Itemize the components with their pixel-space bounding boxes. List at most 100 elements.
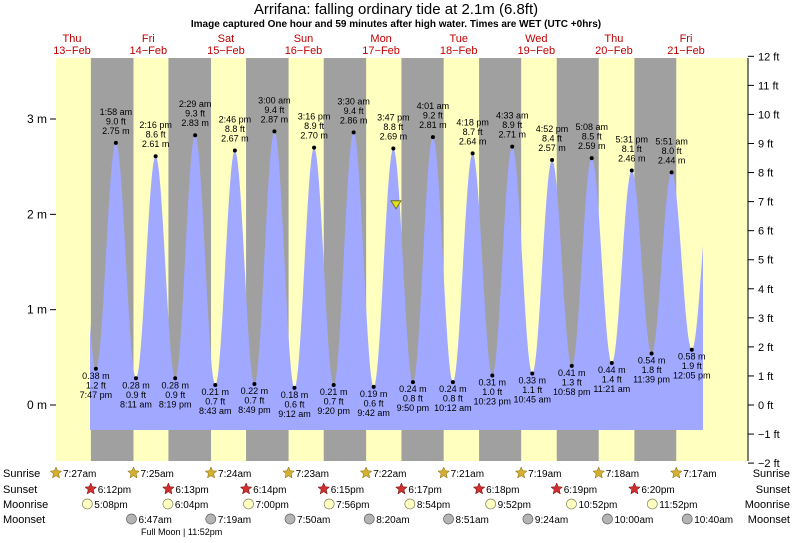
sunset-time: 6:19pm <box>564 485 597 496</box>
moonset-icon <box>126 513 137 525</box>
moonset-time: 6:47am <box>138 515 171 526</box>
extreme-text: 8.9 ft <box>304 121 325 131</box>
low-water-label: 0.18 m0.6 ft9:12 am <box>278 390 311 419</box>
high-water-dot <box>510 144 515 149</box>
low-water-label: 0.22 m0.7 ft8:49 pm <box>238 386 271 415</box>
moonrise-row-label-right: Moonrise <box>745 499 790 511</box>
extreme-text: 9.4 ft <box>344 106 365 116</box>
high-water-label: 4:01 am9.2 ft2.81 m <box>417 101 450 130</box>
day-date: 15−Feb <box>207 45 245 57</box>
extreme-text: 2.44 m <box>658 155 686 165</box>
extreme-text: 4:18 pm <box>456 117 489 127</box>
day-name: Sat <box>218 33 235 45</box>
moonrise-icon <box>485 498 496 510</box>
high-water-label: 5:08 am8.5 ft2.59 m <box>575 122 608 151</box>
extreme-text: 8:11 am <box>120 399 152 409</box>
sunset-time: 6:18pm <box>486 485 519 496</box>
extreme-text: 3:00 am <box>258 95 291 105</box>
day-name: Thu <box>604 33 623 45</box>
low-water-dot <box>173 376 178 381</box>
moonrise-time: 11:52pm <box>659 500 697 511</box>
moonrise-time: 7:00pm <box>256 500 289 511</box>
extreme-text: 11:39 pm <box>633 375 670 385</box>
high-water-dot <box>113 140 118 145</box>
right-axis-ticks: −2 ft −1 ft 0 ft 1 ft 2 ft 3 ft 4 ft 5 ft 6 ft 7 … <box>748 51 780 470</box>
day-date: 13−Feb <box>53 45 91 57</box>
low-water-dot <box>649 351 654 356</box>
extreme-text: 0.7 ft <box>205 396 226 406</box>
low-water-dot <box>252 382 257 387</box>
extreme-text: 0.44 m <box>598 365 626 375</box>
extreme-text: 0.54 m <box>638 356 666 366</box>
moonset-icon <box>602 513 613 525</box>
high-water-label: 4:52 pm8.4 ft2.57 m <box>536 124 569 153</box>
extreme-text: 2.64 m <box>459 136 487 146</box>
sunrise-icon <box>592 466 606 479</box>
low-water-dot <box>450 380 455 385</box>
high-water-dot <box>312 145 317 150</box>
right-tick-label: 3 ft <box>758 313 773 325</box>
extreme-text: 2.70 m <box>300 131 328 141</box>
extreme-text: 2.86 m <box>340 115 368 125</box>
extreme-text: 4:52 pm <box>536 124 569 134</box>
extreme-text: 3:30 am <box>337 96 370 106</box>
moonset-icon <box>363 513 375 525</box>
moonrise-time: 10:52pm <box>578 500 617 511</box>
high-water-dot <box>351 130 356 135</box>
sunrise-icon <box>359 466 373 479</box>
moonrise-icon <box>323 498 335 510</box>
day-name: Fri <box>680 33 693 45</box>
high-water-label: 2:16 pm8.6 ft2.61 m <box>139 120 172 149</box>
extreme-text: 8.7 ft <box>463 127 484 137</box>
high-water-label: 3:00 am9.4 ft2.87 m <box>258 95 291 124</box>
extreme-text: 2.57 m <box>538 143 566 153</box>
high-water-label: 2:29 am9.3 ft2.83 m <box>179 99 212 128</box>
high-water-label: 5:31 pm8.1 ft2.46 m <box>615 134 648 163</box>
moon-phase-note: Full Moon | 11:52pm <box>141 527 222 537</box>
extreme-text: 8.6 ft <box>146 130 167 140</box>
extreme-text: 2.61 m <box>142 139 170 149</box>
day-date: 21−Feb <box>667 45 705 57</box>
sun-moon-times: 7:27am 7:25am 7:24am 7:23am 7:22am 7:21am 7:19… <box>49 466 733 526</box>
right-tick-label: 8 ft <box>758 168 773 180</box>
extreme-text: 12:05 pm <box>673 371 711 381</box>
sunrise-icon <box>282 466 295 479</box>
moonrise-icon <box>566 498 577 510</box>
moonset-time: 10:00am <box>614 515 653 526</box>
extreme-text: 0.28 m <box>161 380 189 390</box>
extreme-text: 9.3 ft <box>185 109 206 119</box>
extreme-text: 0.33 m <box>519 376 547 386</box>
extreme-text: 2.69 m <box>380 132 408 142</box>
extreme-text: 9.0 ft <box>106 116 127 126</box>
extreme-text: 2:29 am <box>179 99 212 109</box>
moonset-icon <box>284 513 296 525</box>
extreme-text: 2.71 m <box>498 130 526 140</box>
extreme-text: 8:19 pm <box>159 399 192 409</box>
day-date: 18−Feb <box>440 45 478 57</box>
extreme-text: 0.38 m <box>82 371 110 381</box>
moonrise-icon <box>243 498 254 510</box>
sunrise-icon <box>669 466 683 479</box>
low-water-dot <box>490 373 495 378</box>
low-water-dot <box>371 384 376 389</box>
sunrise-time: 7:22am <box>373 469 406 480</box>
extreme-text: 0.9 ft <box>165 390 186 400</box>
sunset-icon <box>550 482 564 495</box>
low-water-dot <box>530 371 535 376</box>
sunset-icon <box>239 482 253 495</box>
sunset-icon <box>84 482 98 495</box>
day-name: Sun <box>294 33 314 45</box>
extreme-text: 4:33 am <box>496 111 529 121</box>
axes: 0 m 1 m 2 m 3 m −2 ft −1 ft 0 ft 1 ft 2 ft 3 ft 4… <box>27 51 780 470</box>
high-water-label: 4:18 pm8.7 ft2.64 m <box>456 117 489 146</box>
low-water-label: 0.21 m0.7 ft9:20 pm <box>317 387 350 416</box>
day-date: 19−Feb <box>517 45 555 57</box>
extreme-text: 5:08 am <box>575 122 608 132</box>
chart-subtitle: Image captured One hour and 59 minutes a… <box>191 19 601 30</box>
extreme-text: 8.0 ft <box>662 146 683 156</box>
extreme-text: 2.67 m <box>221 133 249 143</box>
daylight-band <box>56 58 91 461</box>
high-water-label: 2:46 pm8.8 ft2.67 m <box>219 114 252 143</box>
high-water-dot <box>272 129 277 134</box>
